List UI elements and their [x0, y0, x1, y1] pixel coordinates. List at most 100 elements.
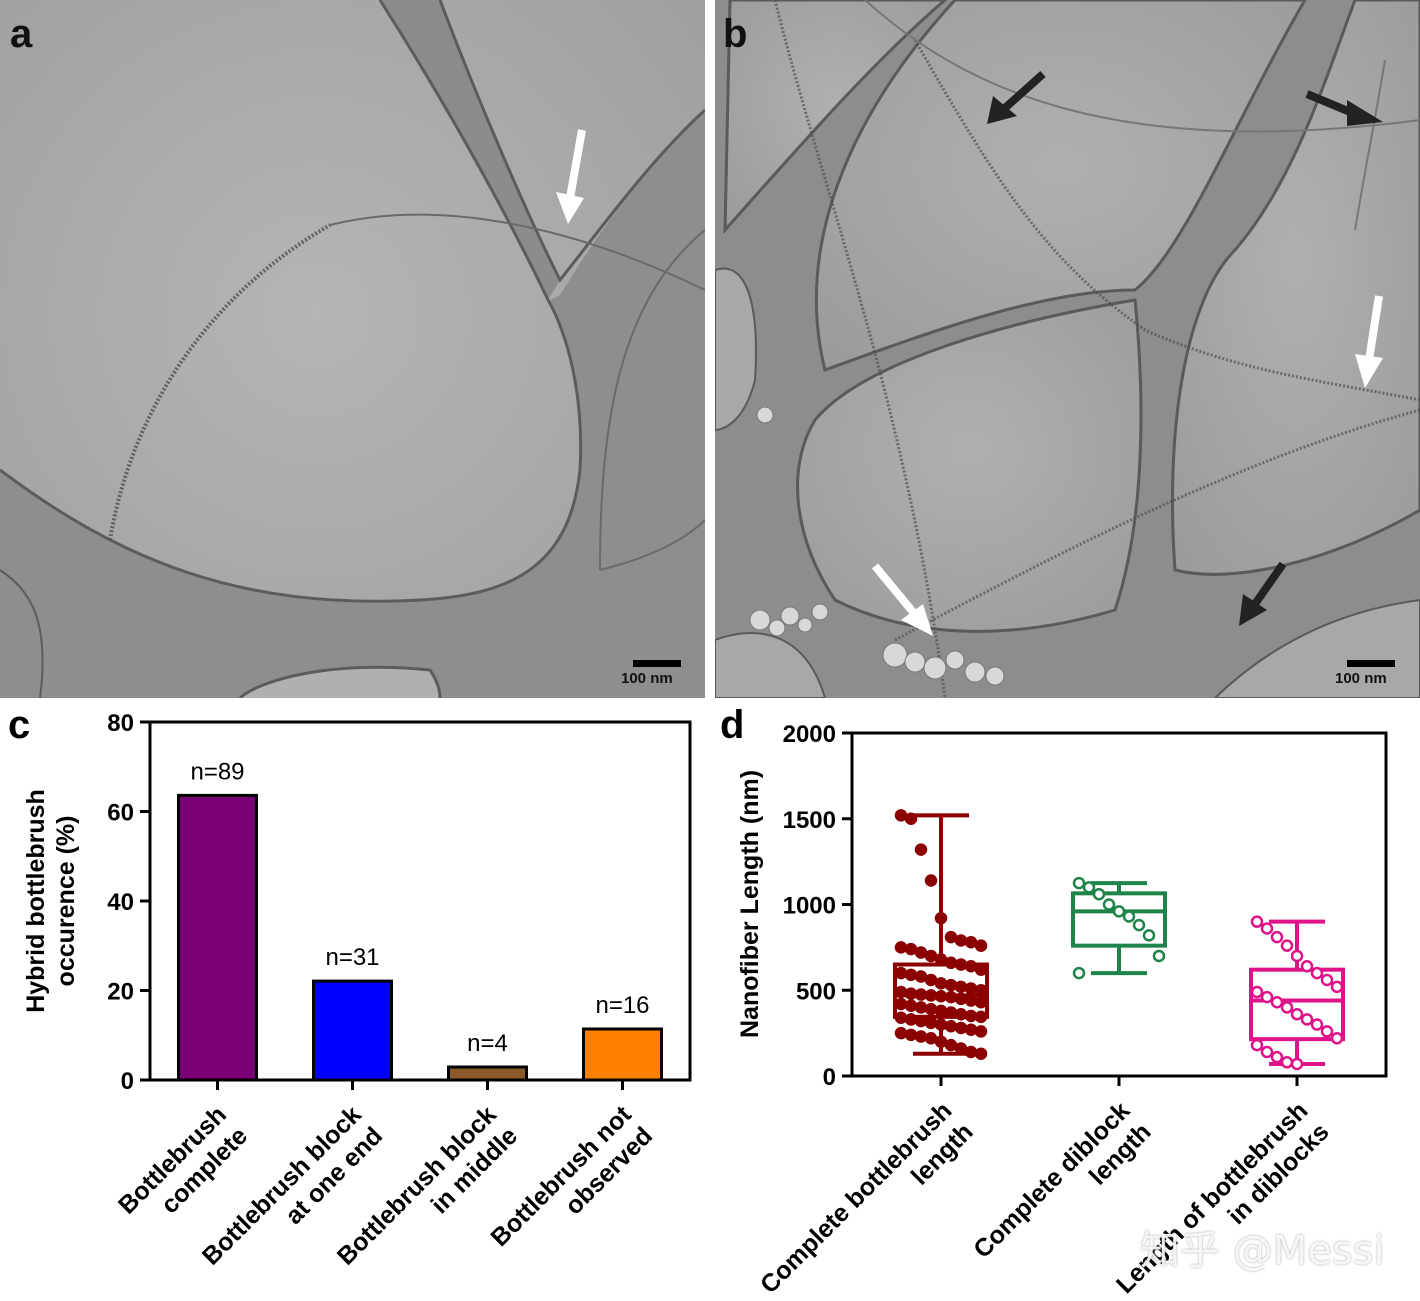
bar-c: [312, 979, 393, 1082]
data-point-d: [974, 996, 988, 1009]
arrow-black-icon: [1305, 90, 1383, 126]
data-point-d: [964, 982, 978, 995]
y-tick-label-c: 0: [121, 1068, 134, 1095]
data-point-d: [1072, 966, 1086, 980]
data-point-d: [1082, 881, 1096, 894]
data-point-d: [1310, 966, 1324, 980]
data-point-d: [1260, 990, 1274, 1004]
bar-c: [177, 793, 258, 1082]
data-point-d: [1280, 1001, 1294, 1014]
data-point-d: [964, 994, 978, 1007]
data-point-d: [924, 989, 938, 1002]
micrograph-a: a 100 nm: [0, 0, 705, 698]
data-point-d: [934, 1035, 948, 1048]
data-point-d: [1092, 887, 1106, 901]
data-point-d: [914, 843, 928, 856]
bar-label-c: n=31: [325, 944, 379, 971]
data-point-d: [924, 1016, 938, 1030]
data-point-d: [1132, 918, 1146, 932]
data-point-d: [944, 1006, 958, 1019]
y-tick-label-c: 80: [107, 710, 134, 737]
data-point-d: [1142, 929, 1156, 942]
data-point-d: [1330, 1032, 1344, 1045]
data-point-d: [954, 992, 968, 1006]
y-tick-label-d: 1500: [783, 807, 836, 834]
scale-bar-b: [1347, 660, 1395, 667]
data-point-d: [944, 1038, 958, 1052]
y-tick-label-d: 500: [796, 978, 836, 1005]
data-point-d: [944, 978, 958, 992]
data-point-d: [914, 946, 928, 959]
panel-letter-d: d: [720, 703, 745, 747]
watermark-text: 知乎 @Messi: [1140, 1228, 1385, 1274]
data-point-d: [934, 1018, 948, 1031]
data-point-d: [924, 874, 938, 887]
data-point-d: [924, 949, 938, 963]
data-point-d: [904, 1013, 918, 1026]
data-point-d: [964, 1023, 978, 1036]
y-tick-label-d: 1000: [783, 893, 836, 920]
data-point-d: [944, 930, 958, 944]
data-point-d: [974, 984, 988, 997]
y-tick-label-c: 20: [107, 979, 134, 1006]
bar-label-c: n=89: [190, 758, 244, 785]
data-point-d: [974, 1047, 988, 1060]
micrograph-b-image: [715, 0, 1420, 698]
data-point-d: [1280, 939, 1294, 952]
y-axis-label-line-c: Hybrid bottlebrush: [22, 789, 50, 1013]
data-point-d: [894, 966, 908, 980]
data-point-d: [1112, 905, 1126, 918]
data-point-d: [914, 988, 928, 1001]
data-point-d: [1250, 985, 1264, 999]
panel-letter-b: b: [723, 12, 748, 56]
data-point-d: [1260, 922, 1274, 935]
scale-label-b: 100 nm: [1335, 670, 1387, 687]
data-point-d: [904, 968, 918, 982]
data-point-d: [1072, 876, 1086, 890]
bar-chart-c: 0 20 40 60 80 Hybrid bottlebrush occurence (%)…: [22, 710, 692, 1271]
data-point-d: [894, 985, 908, 999]
data-point-d: [914, 1030, 928, 1043]
data-point-d: [894, 809, 908, 822]
data-point-d: [1280, 1056, 1294, 1069]
y-axis-label-d: Nanofiber Length (nm): [736, 770, 764, 1038]
data-point-d: [974, 1025, 988, 1038]
data-point-d: [1270, 996, 1284, 1009]
data-point-d: [954, 980, 968, 994]
y-axis-label-line-c: occurence (%): [52, 816, 80, 987]
x-category-label-line-d: Complete bottlebrush: [755, 1097, 957, 1299]
box-d: [1071, 891, 1167, 948]
data-point-d: [1300, 1013, 1314, 1026]
y-tick-label-d: 2000: [783, 721, 836, 748]
data-point-d: [894, 997, 908, 1011]
panel-letter-a: a: [10, 12, 33, 56]
data-point-d: [1320, 973, 1334, 987]
data-point-d: [1270, 1050, 1284, 1064]
data-point-d: [1320, 1025, 1334, 1038]
panel-letter-c: c: [8, 703, 31, 747]
data-point-d: [904, 999, 918, 1012]
data-point-d: [944, 956, 958, 970]
data-point-d: [1290, 1008, 1304, 1021]
box-chart-d: 0 500 1000 1500 2000 Nanofiber Length (nm) Com…: [736, 721, 1388, 1299]
data-point-d: [904, 942, 918, 956]
data-point-d: [904, 1028, 918, 1042]
scale-bar-a: [633, 660, 681, 667]
data-point-d: [944, 1020, 958, 1033]
data-point-d: [964, 935, 978, 949]
data-point-d: [964, 1045, 978, 1059]
arrow-white-icon: [1355, 295, 1383, 388]
data-point-d: [904, 987, 918, 1000]
data-point-d: [934, 1004, 948, 1018]
data-point-d: [1330, 980, 1344, 994]
arrow-black-icon: [1239, 561, 1287, 626]
bar-c: [447, 1065, 528, 1082]
data-point-d: [974, 939, 988, 952]
y-tick-label-d: 0: [823, 1064, 836, 1091]
y-tick-label-c: 40: [107, 889, 134, 916]
data-point-d: [914, 970, 928, 983]
